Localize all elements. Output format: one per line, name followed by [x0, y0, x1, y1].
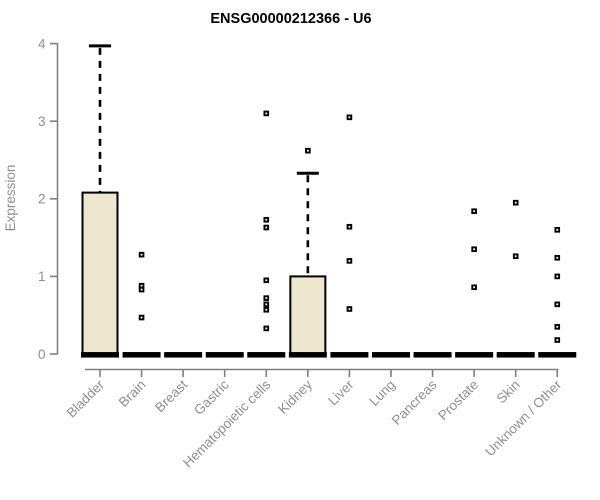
box-group [288, 147, 327, 358]
median-line [81, 352, 119, 358]
median-line [247, 352, 286, 358]
outlier-point-center [265, 226, 268, 229]
box-group [413, 352, 452, 358]
outlier-point-center [556, 275, 559, 278]
x-category-label: Pancreas [389, 377, 440, 428]
box-group [496, 199, 535, 358]
outlier-point-center [514, 255, 517, 258]
median-line [164, 352, 203, 358]
x-category-label: Unknown / Other [482, 377, 565, 460]
outlier-point-center [265, 327, 268, 330]
outlier-point-center [140, 316, 143, 319]
y-tick-label: 1 [38, 269, 46, 284]
outlier-point-center [306, 149, 309, 152]
x-category-label: Gastric [191, 377, 232, 418]
median-line [205, 352, 244, 358]
y-tick-label: 0 [38, 347, 46, 362]
box-rect [81, 191, 119, 355]
box-group [371, 352, 410, 358]
outlier-point-center [556, 339, 559, 341]
boxes-layer [81, 44, 577, 358]
median-line [288, 352, 327, 358]
outlier-point-center [140, 253, 143, 256]
outlier-point-center [556, 228, 559, 231]
outlier-point-center [140, 284, 143, 287]
box-group [247, 110, 286, 358]
x-category-label: Kidney [275, 377, 315, 417]
x-category-label: Liver [325, 377, 357, 409]
box-group [330, 114, 369, 358]
outlier-point-center [265, 112, 268, 115]
outlier-point-center [265, 308, 268, 311]
outlier-point-center [140, 288, 143, 291]
median-line [538, 352, 577, 358]
x-category-label: Breast [152, 377, 190, 415]
outlier-point-center [348, 308, 351, 310]
outlier-point-center [514, 201, 517, 204]
x-category-label: Skin [494, 377, 523, 406]
outlier-point-center [473, 286, 476, 289]
outlier-point-center [348, 116, 351, 119]
box-group [164, 352, 203, 358]
box-group [538, 227, 577, 358]
median-line [330, 352, 369, 358]
x-category-label: Brain [116, 377, 149, 410]
outlier-point-center [265, 218, 268, 221]
box-group [455, 208, 494, 358]
chart-title: ENSG00000212366 - U6 [210, 11, 371, 27]
y-tick-label: 2 [38, 192, 46, 207]
box-group [205, 352, 244, 358]
outlier-point-center [348, 259, 351, 262]
outlier-point-center [556, 256, 559, 259]
median-line [413, 352, 452, 358]
outlier-point-center [265, 297, 268, 300]
median-line [455, 352, 494, 358]
median-line [496, 352, 535, 358]
y-tick-label: 4 [38, 36, 46, 51]
x-category-label: Bladder [64, 377, 108, 421]
outlier-point-center [556, 303, 559, 306]
outlier-point-center [265, 279, 268, 282]
median-line [371, 352, 410, 358]
outlier-point-center [556, 325, 559, 328]
y-axis-label: Expression [3, 165, 18, 232]
outlier-point-center [473, 248, 476, 251]
outlier-point-center [265, 303, 268, 306]
box-group [122, 251, 161, 358]
median-line [122, 352, 161, 358]
x-category-label: Prostate [435, 377, 481, 423]
y-tick-label: 3 [38, 114, 46, 129]
outlier-point-center [348, 225, 351, 228]
box-rect [289, 275, 327, 355]
outlier-point-center [473, 210, 476, 213]
box-group [81, 44, 119, 358]
x-category-label: Lung [366, 377, 398, 409]
